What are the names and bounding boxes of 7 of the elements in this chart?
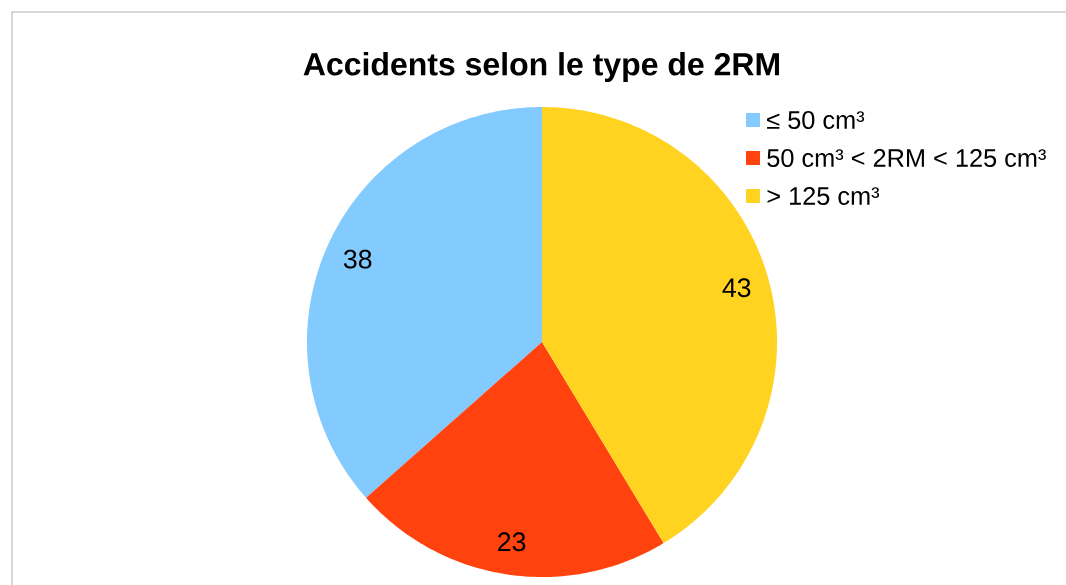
chart-title: Accidents selon le type de 2RM <box>303 52 780 82</box>
legend-label: > 125 cm³ <box>767 187 880 205</box>
legend-label: ≤ 50 cm³ <box>767 111 865 129</box>
data-label: 38 <box>343 249 372 269</box>
legend-label: 50 cm³ < 2RM < 125 cm³ <box>767 149 1046 167</box>
data-label: 23 <box>498 532 526 552</box>
data-label: 43 <box>722 278 751 298</box>
